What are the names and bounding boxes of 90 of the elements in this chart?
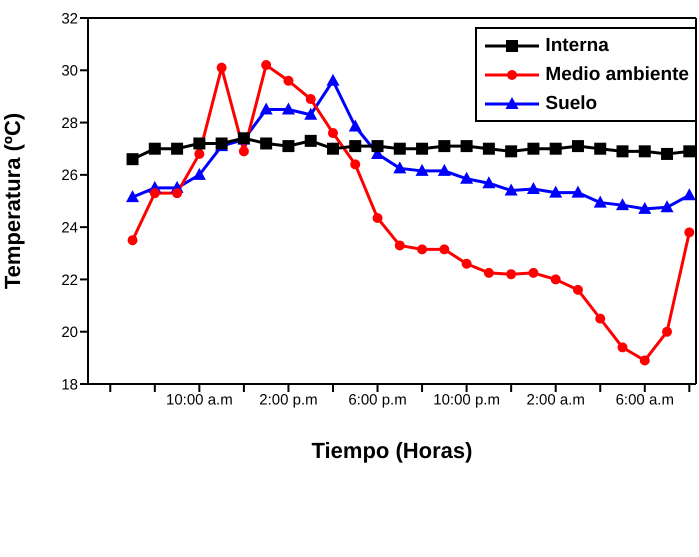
point [416,164,429,176]
point [148,142,161,155]
point [527,142,540,155]
point [350,159,360,170]
point [594,196,607,208]
point [504,184,518,196]
point [462,258,472,269]
point [126,153,139,166]
point [594,142,606,155]
point [348,119,362,132]
legend-label: Suelo [545,92,598,114]
point [283,76,294,86]
point [128,235,138,246]
point [328,128,338,138]
point [304,134,317,147]
point [372,212,383,223]
y-tick-label: 32 [61,10,78,28]
point [460,172,474,184]
y-tick-label: 28 [61,114,78,132]
point [662,326,672,337]
point [660,200,674,212]
point [439,244,450,254]
point [638,202,652,214]
point [616,145,629,158]
point [282,140,294,152]
point [260,137,272,150]
point [194,148,204,159]
point [618,342,628,352]
y-tick-label: 24 [61,219,78,236]
x-tick-label: 10:00 p.m [433,392,500,409]
y-tick-label: 26 [61,167,78,184]
point [571,186,584,198]
point [682,188,696,200]
point [216,62,227,73]
point [684,227,694,238]
point [661,148,674,160]
y-tick-label: 30 [61,62,78,80]
point [616,198,630,210]
y-axis-title: Temperatura (ºC) [0,112,25,290]
point [349,140,362,152]
y-tick-label: 18 [61,376,78,394]
point [482,142,495,155]
x-tick-label: 6:00 a.m [616,392,674,409]
y-tick-label: 20 [61,324,78,342]
x-axis-title: Tiempo (Horas) [312,438,472,463]
y-tick-label: 22 [61,272,78,289]
point [438,164,451,176]
x-tick-label: 10:00 a.m [166,392,233,409]
point [572,284,583,295]
point [394,240,405,250]
point [526,182,540,194]
x-tick-label: 2:00 a.m [526,392,585,409]
point [304,108,318,120]
x-tick-label: 6:00 p.m [348,392,407,409]
point [638,145,651,158]
point [505,145,518,158]
legend-label: Medio ambiente [545,64,689,86]
point [595,314,606,324]
point [261,60,272,70]
point [683,145,696,158]
point [306,94,316,104]
point [572,140,584,152]
point [393,161,406,174]
point [171,142,184,155]
point [193,137,206,150]
point [282,102,295,114]
point [528,268,538,278]
point [172,188,182,198]
point [417,244,428,254]
point [549,186,562,198]
point [372,140,384,152]
point [394,142,406,155]
point [640,355,650,366]
point [126,190,140,202]
point [506,269,516,280]
point [550,142,562,155]
legend-label: Interna [545,34,609,56]
point [238,146,249,156]
point [260,102,273,114]
point [326,142,339,155]
point [416,142,428,155]
point [326,74,340,86]
point [482,176,496,188]
point [550,274,561,284]
x-tick-label: 2:00 p.m [259,392,318,409]
point [192,168,206,180]
point [460,140,473,152]
point [484,268,494,278]
point [438,140,450,152]
point [150,188,160,198]
